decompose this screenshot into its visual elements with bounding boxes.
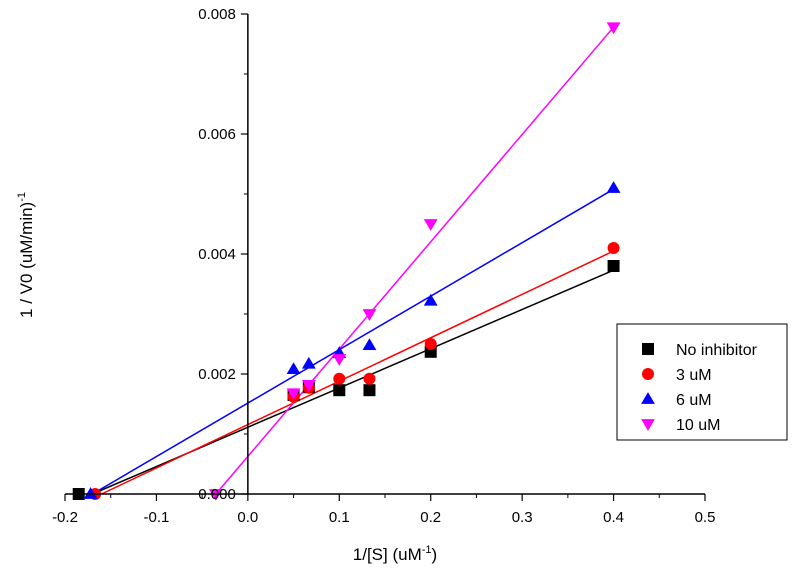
legend-label: 3 uM bbox=[676, 367, 712, 384]
legend-marker bbox=[642, 368, 654, 380]
x-tick-label: 0.1 bbox=[329, 509, 350, 526]
x-tick-label: 0.0 bbox=[237, 509, 258, 526]
x-tick-label: 0.5 bbox=[695, 509, 716, 526]
data-point bbox=[333, 372, 346, 385]
fit-line bbox=[92, 188, 614, 495]
axes: -0.2 -0.1 0.0 0.1 0.2 0.3 0.4 0.5 0.000 0.002 0.00… bbox=[52, 6, 715, 526]
fit-line bbox=[215, 26, 615, 495]
data-point bbox=[423, 293, 438, 306]
legend-label: No inhibitor bbox=[676, 342, 758, 359]
y-tick-label: 0.004 bbox=[198, 246, 236, 263]
data-point bbox=[286, 362, 301, 375]
y-tick-label: 0.008 bbox=[198, 6, 236, 23]
x-tick-label: 0.3 bbox=[512, 509, 533, 526]
y-tick-label: 0.002 bbox=[198, 366, 236, 383]
data-point bbox=[607, 260, 620, 272]
legend: No inhibitor 3 uM 6 uM 10 uM bbox=[616, 323, 788, 441]
data-point bbox=[363, 372, 376, 385]
y-tick-label: 0.006 bbox=[198, 126, 236, 143]
data-point bbox=[83, 487, 98, 499]
legend-marker bbox=[642, 343, 654, 355]
data-point bbox=[286, 388, 301, 401]
data-point bbox=[423, 219, 438, 231]
x-tick-label: -0.2 bbox=[52, 509, 78, 526]
data-point bbox=[301, 356, 316, 369]
data-point bbox=[333, 384, 346, 397]
y-axis-title: 1 / V0 (uM/min)-1 bbox=[16, 192, 36, 318]
data-point bbox=[208, 489, 223, 501]
data-points bbox=[72, 22, 621, 501]
legend-label: 10 uM bbox=[676, 417, 720, 434]
fit-line bbox=[101, 250, 614, 495]
data-point bbox=[424, 338, 437, 350]
x-tick-label: 0.4 bbox=[603, 509, 624, 526]
data-point bbox=[363, 384, 376, 397]
data-point bbox=[606, 22, 621, 35]
x-tick-label: 0.2 bbox=[420, 509, 441, 526]
data-point bbox=[362, 338, 377, 351]
data-point bbox=[607, 242, 620, 254]
x-axis-title: 1/[S] (uM-1) bbox=[353, 544, 437, 564]
data-point bbox=[301, 379, 316, 392]
data-point bbox=[606, 181, 621, 193]
y-tick-label: 0.000 bbox=[198, 486, 236, 503]
legend-label: 6 uM bbox=[676, 392, 712, 409]
legend-marker bbox=[641, 392, 655, 404]
data-point bbox=[362, 309, 377, 321]
fit-lines bbox=[92, 26, 615, 495]
legend-marker bbox=[641, 419, 655, 431]
data-point bbox=[332, 354, 347, 366]
x-tick-label: -0.1 bbox=[143, 509, 169, 526]
